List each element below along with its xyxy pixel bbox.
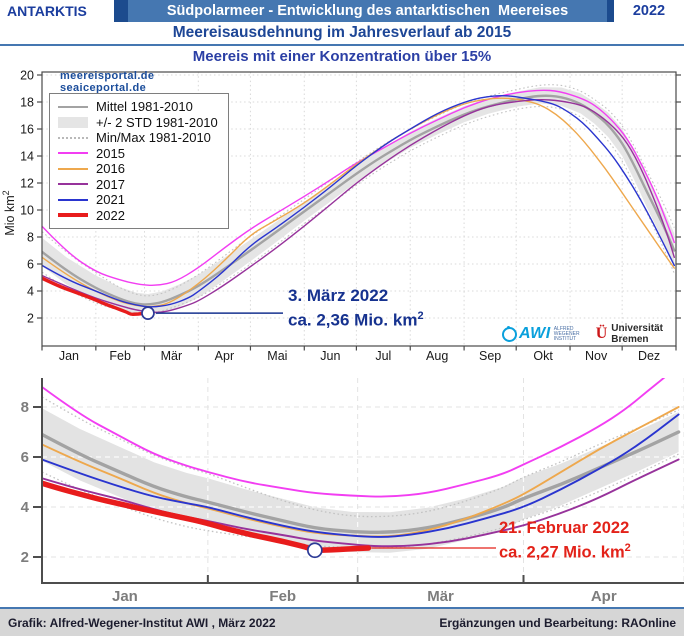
- uni-bremen-name: Universität Bremen: [611, 323, 663, 345]
- institute-logos: AWI ALFRED WEGENER INSTITUT Ü Universitä…: [502, 321, 684, 347]
- svg-text:16: 16: [20, 123, 34, 137]
- svg-text:Aug: Aug: [426, 349, 448, 363]
- svg-text:14: 14: [20, 150, 34, 164]
- svg-text:2: 2: [21, 549, 29, 566]
- svg-text:Mai: Mai: [267, 349, 287, 363]
- annotation-value: ca. 2,27 Mio. km2: [499, 541, 631, 562]
- svg-text:Nov: Nov: [585, 349, 608, 363]
- annual-cycle-chart: 2 4 6 8 10 12 14 16 18 20 Mio km2 Jan Feb Mär Apr Mai Ju…: [1, 69, 681, 363]
- header-title-bar: Südpolarmeer - Entwicklung des antarktis…: [128, 0, 607, 22]
- legend-item-2021: 2021: [58, 192, 218, 208]
- line-2015-swatch: [58, 152, 88, 155]
- footer-bar: Grafik: Alfred-Wegener-Institut AWI , Mä…: [0, 607, 684, 636]
- portal-line2: seaiceportal.de: [60, 81, 147, 94]
- svg-text:10: 10: [20, 204, 34, 218]
- awi-globe-icon: [502, 325, 517, 342]
- svg-text:18: 18: [20, 96, 34, 110]
- svg-text:Feb: Feb: [269, 588, 296, 605]
- svg-text:8: 8: [21, 399, 29, 416]
- legend-item-2022: 2022: [58, 208, 218, 224]
- svg-text:Mio km2: Mio km2: [1, 190, 17, 235]
- legend-item-2016: 2016: [58, 161, 218, 177]
- svg-text:Apr: Apr: [215, 349, 234, 363]
- awi-logo: AWI ALFRED WEGENER INSTITUT: [502, 325, 584, 343]
- minmax-dotted-swatch: [58, 136, 88, 139]
- legend-item-2017: 2017: [58, 177, 218, 193]
- header-divider-block-right: [607, 0, 614, 22]
- std-band-swatch: [58, 116, 88, 128]
- svg-text:Sep: Sep: [479, 349, 501, 363]
- svg-text:12: 12: [20, 177, 34, 191]
- annotation-value: ca. 2,36 Mio. km2: [288, 310, 424, 330]
- svg-text:Okt: Okt: [533, 349, 553, 363]
- svg-text:8: 8: [27, 231, 34, 245]
- uni-bremen-icon: Ü: [595, 325, 608, 342]
- line-2016-swatch: [58, 167, 88, 170]
- year-label: 2022: [614, 0, 684, 22]
- header-rule: [0, 44, 684, 46]
- svg-text:4: 4: [27, 285, 34, 299]
- svg-text:Dez: Dez: [638, 349, 660, 363]
- header-bar: ANTARKTIS Südpolarmeer - Entwicklung des…: [0, 0, 684, 22]
- svg-text:Mär: Mär: [161, 349, 183, 363]
- uni-bremen-logo: Ü Universität Bremen: [596, 323, 684, 345]
- footer-credit-left: Grafik: Alfred-Wegener-Institut AWI , Mä…: [8, 615, 276, 630]
- awi-subtext: ALFRED WEGENER INSTITUT: [553, 325, 580, 342]
- svg-text:6: 6: [27, 258, 34, 272]
- meereisportal-logo: meereisportal.de seaiceportal.de: [60, 70, 155, 94]
- svg-text:4: 4: [21, 499, 30, 516]
- region-label: ANTARKTIS: [0, 0, 114, 22]
- svg-text:Mär: Mär: [427, 588, 454, 605]
- legend-item-2015: 2015: [58, 146, 218, 162]
- legend-item-std: +/- 2 STD 1981-2010: [58, 115, 218, 131]
- svg-text:Jun: Jun: [320, 349, 340, 363]
- min-annotation-top: 3. März 2022 ca. 2,36 Mio. km2: [288, 285, 424, 331]
- portal-line1: meereisportal.de: [60, 70, 155, 82]
- legend-item-minmax: Min/Max 1981-2010: [58, 130, 218, 146]
- header-divider-block: [114, 0, 128, 22]
- legend-item-mittel: Mittel 1981-2010: [58, 99, 218, 115]
- subtitle: Meereisausdehnung im Jahresverlauf ab 20…: [0, 22, 684, 44]
- zoom-chart-jan-apr: 2 4 6 8 Jan Feb Mär Apr: [21, 378, 684, 605]
- svg-text:Jan: Jan: [112, 588, 138, 605]
- svg-text:2: 2: [27, 312, 34, 326]
- min-annotation-bottom: 21. Februar 2022 ca. 2,27 Mio. km2: [499, 519, 631, 563]
- svg-text:Feb: Feb: [109, 349, 131, 363]
- line-2021-swatch: [58, 198, 88, 201]
- legend: Mittel 1981-2010 +/- 2 STD 1981-2010 Min…: [49, 93, 229, 229]
- annotation-date: 3. März 2022: [288, 286, 389, 305]
- header-title: Südpolarmeer - Entwicklung des antarktis…: [166, 3, 569, 19]
- svg-text:Apr: Apr: [591, 588, 617, 605]
- annotation-date: 21. Februar 2022: [499, 519, 630, 537]
- footer-credit-right: Ergänzungen und Bearbeitung: RAOnline: [439, 615, 676, 630]
- svg-text:Jan: Jan: [59, 349, 79, 363]
- svg-text:20: 20: [20, 69, 34, 83]
- svg-text:Jul: Jul: [375, 349, 391, 363]
- line-2017-swatch: [58, 183, 88, 186]
- chart-title: Meereis mit einer Konzentration über 15%: [0, 47, 684, 67]
- mean-line-swatch: [58, 105, 88, 108]
- svg-text:6: 6: [21, 449, 29, 466]
- line-2022-swatch: [58, 213, 88, 218]
- awi-wordmark: AWI: [519, 325, 551, 342]
